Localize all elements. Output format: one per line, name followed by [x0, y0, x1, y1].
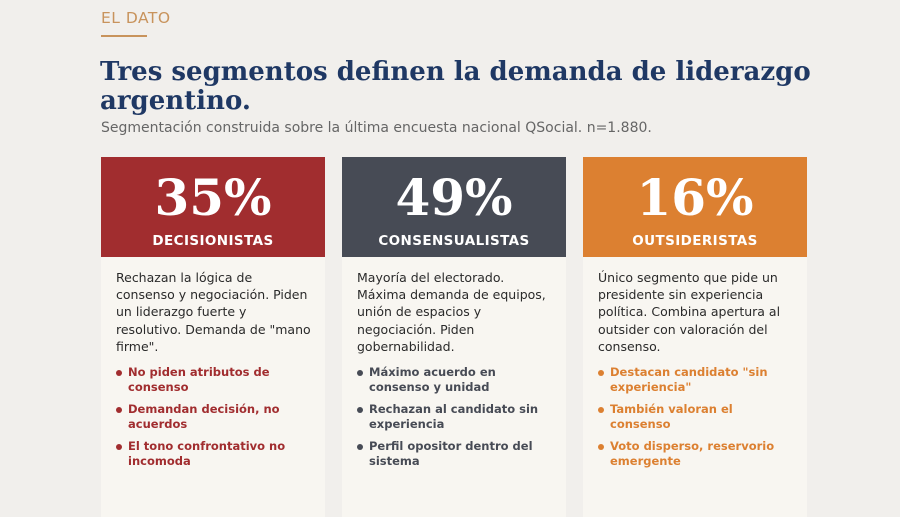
- segment-name: OUTSIDERISTAS: [632, 233, 758, 249]
- segment-card-consensualistas: 49% CONSENSUALISTAS Mayoría del electora…: [342, 157, 566, 517]
- segment-bullets: No piden atributos de consenso Demandan …: [116, 365, 315, 469]
- bullet-dot-icon: [598, 407, 604, 414]
- page-subtitle: Segmentación construida sobre la última …: [101, 120, 652, 136]
- bullet-text: Destacan candidato "sin experiencia": [610, 365, 768, 395]
- card-header: 49% CONSENSUALISTAS: [342, 157, 566, 257]
- bullet-text: No piden atributos de consenso: [128, 365, 270, 395]
- card-header: 35% DECISIONISTAS: [101, 157, 325, 257]
- list-item: Perfil opositor dentro del sistema: [357, 439, 556, 469]
- bullet-dot-icon: [357, 370, 363, 377]
- bullet-dot-icon: [116, 444, 122, 451]
- list-item: El tono confrontativo no incomoda: [116, 439, 315, 469]
- bullet-dot-icon: [598, 370, 604, 377]
- bullet-text: También valoran el consenso: [610, 402, 733, 432]
- page-title: Tres segmentos definen la demanda de lid…: [100, 57, 811, 116]
- list-item: También valoran el consenso: [598, 402, 797, 432]
- segment-bullets: Máximo acuerdo en consenso y unidad Rech…: [357, 365, 556, 469]
- segment-percent: 16%: [636, 168, 754, 227]
- bullet-dot-icon: [598, 444, 604, 451]
- bullet-text: Perfil opositor dentro del sistema: [369, 439, 533, 469]
- section-kicker: EL DATO: [101, 9, 171, 27]
- segment-bullets: Destacan candidato "sin experiencia" Tam…: [598, 365, 797, 469]
- segment-card-decisionistas: 35% DECISIONISTAS Rechazan la lógica de …: [101, 157, 325, 517]
- card-header: 16% OUTSIDERISTAS: [583, 157, 807, 257]
- segment-card-outsideristas: 16% OUTSIDERISTAS Único segmento que pid…: [583, 157, 807, 517]
- list-item: Máximo acuerdo en consenso y unidad: [357, 365, 556, 395]
- bullet-dot-icon: [357, 407, 363, 414]
- segment-description: Único segmento que pide un presidente si…: [598, 270, 781, 354]
- segment-name: CONSENSUALISTAS: [378, 233, 530, 249]
- bullet-text: Rechazan al candidato sin experiencia: [369, 402, 539, 432]
- segment-description: Mayoría del electorado. Máxima demanda d…: [357, 270, 546, 354]
- bullet-text: Máximo acuerdo en consenso y unidad: [369, 365, 496, 395]
- list-item: Destacan candidato "sin experiencia": [598, 365, 797, 395]
- segment-description: Rechazan la lógica de consenso y negocia…: [116, 270, 311, 354]
- segment-name: DECISIONISTAS: [152, 233, 274, 249]
- list-item: Demandan decisión, no acuerdos: [116, 402, 315, 432]
- bullet-dot-icon: [116, 370, 122, 377]
- segment-percent: 35%: [154, 168, 272, 227]
- kicker-underline: [101, 35, 147, 37]
- bullet-dot-icon: [116, 407, 122, 414]
- segment-percent: 49%: [395, 168, 513, 227]
- list-item: No piden atributos de consenso: [116, 365, 315, 395]
- bullet-dot-icon: [357, 444, 363, 451]
- bullet-text: El tono confrontativo no incomoda: [128, 439, 286, 469]
- bullet-text: Demandan decisión, no acuerdos: [128, 402, 280, 432]
- list-item: Rechazan al candidato sin experiencia: [357, 402, 556, 432]
- bullet-text: Voto disperso, reservorio emergente: [610, 439, 775, 469]
- list-item: Voto disperso, reservorio emergente: [598, 439, 797, 469]
